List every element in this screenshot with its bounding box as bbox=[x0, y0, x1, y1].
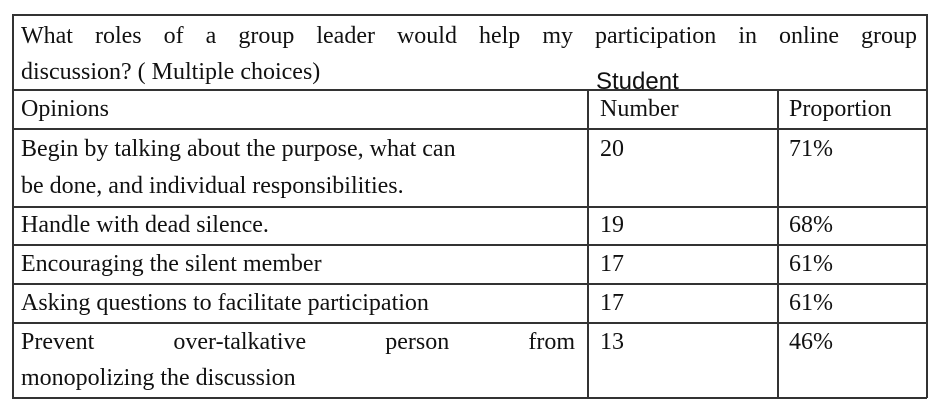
header-number: Number bbox=[600, 96, 679, 122]
row-5-opinion-line1: Prevent over-talkative person from bbox=[21, 329, 575, 355]
border bbox=[12, 397, 927, 399]
border bbox=[12, 206, 927, 208]
row-1-number: 20 bbox=[600, 136, 624, 162]
row-3-proportion: 61% bbox=[789, 251, 833, 277]
border bbox=[12, 14, 14, 398]
border bbox=[12, 244, 927, 246]
border bbox=[926, 14, 928, 398]
row-4-proportion: 61% bbox=[789, 290, 833, 316]
row-2-proportion: 68% bbox=[789, 212, 833, 238]
row-2-number: 19 bbox=[600, 212, 624, 238]
row-4-opinion: Asking questions to facilitate participa… bbox=[21, 290, 429, 316]
border bbox=[12, 322, 927, 324]
table-title-line1: What roles of a group leader would help … bbox=[21, 23, 917, 49]
row-5-number: 13 bbox=[600, 329, 624, 355]
header-student: Student bbox=[596, 68, 679, 95]
border bbox=[12, 128, 927, 130]
border bbox=[587, 89, 589, 398]
row-3-opinion: Encouraging the silent member bbox=[21, 251, 322, 277]
row-4-number: 17 bbox=[600, 290, 624, 316]
border bbox=[12, 283, 927, 285]
header-proportion: Proportion bbox=[789, 96, 892, 122]
row-3-number: 17 bbox=[600, 251, 624, 277]
border bbox=[12, 89, 927, 91]
row-1-opinion-line1: Begin by talking about the purpose, what… bbox=[21, 136, 456, 162]
border bbox=[12, 14, 927, 16]
row-2-opinion: Handle with dead silence. bbox=[21, 212, 269, 238]
table-title-line2: discussion? ( Multiple choices) bbox=[21, 59, 321, 85]
header-opinions: Opinions bbox=[21, 96, 110, 122]
row-5-opinion-line2: monopolizing the discussion bbox=[21, 365, 296, 391]
row-1-proportion: 71% bbox=[789, 136, 833, 162]
row-5-proportion: 46% bbox=[789, 329, 833, 355]
border bbox=[777, 89, 779, 398]
row-1-opinion-line2: be done, and individual responsibilities… bbox=[21, 173, 404, 199]
